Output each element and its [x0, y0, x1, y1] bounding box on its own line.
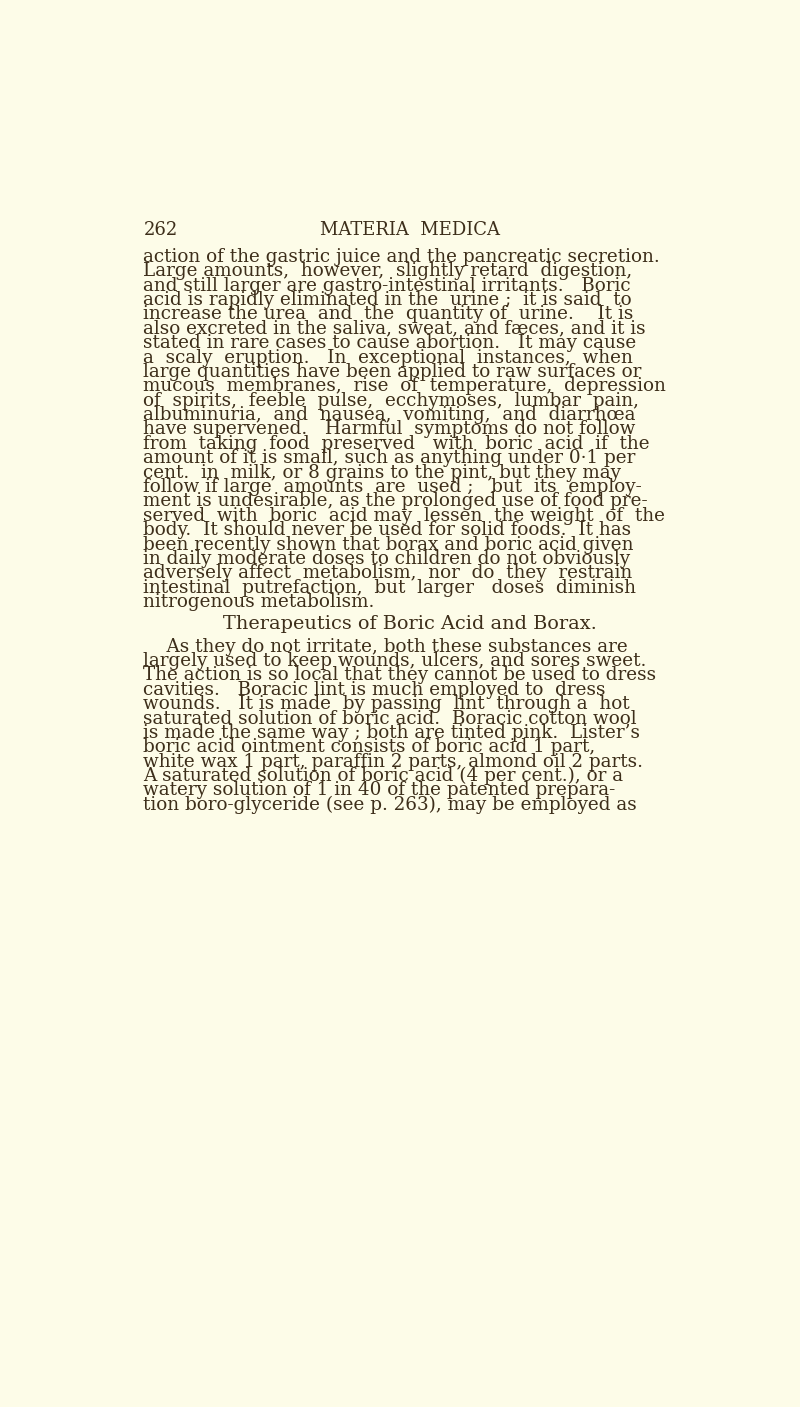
Text: wounds.   It is made  by passing  lint  through a  hot: wounds. It is made by passing lint throu…	[143, 695, 630, 713]
Text: intestinal  putrefaction,  but  larger   doses  diminish: intestinal putrefaction, but larger dose…	[143, 578, 637, 597]
Text: tion boro-glyceride (see p. 263), may be employed as: tion boro-glyceride (see p. 263), may be…	[143, 796, 637, 815]
Text: of  spirits,  feeble  pulse,  ecchymoses,  lumbar  pain,: of spirits, feeble pulse, ecchymoses, lu…	[143, 391, 639, 409]
Text: nitrogenous metabolism.: nitrogenous metabolism.	[143, 592, 374, 611]
Text: boric acid ointment consists of boric acid 1 part,: boric acid ointment consists of boric ac…	[143, 739, 596, 757]
Text: Therapeutics of Boric Acid and Borax.: Therapeutics of Boric Acid and Borax.	[223, 615, 597, 633]
Text: have supervened.   Harmful  symptoms do not follow: have supervened. Harmful symptoms do not…	[143, 421, 636, 439]
Text: mucous  membranes,  rise  of  temperature,  depression: mucous membranes, rise of temperature, d…	[143, 377, 666, 395]
Text: action of the gastric juice and the pancreatic secretion.: action of the gastric juice and the panc…	[143, 248, 660, 266]
Text: body.  It should never be used for solid foods.  It has: body. It should never be used for solid …	[143, 521, 631, 539]
Text: MATERIA  MEDICA: MATERIA MEDICA	[320, 221, 500, 239]
Text: stated in rare cases to cause abortion.   It may cause: stated in rare cases to cause abortion. …	[143, 333, 637, 352]
Text: white wax 1 part, paraffin 2 parts, almond oil 2 parts.: white wax 1 part, paraffin 2 parts, almo…	[143, 753, 643, 771]
Text: amount of it is small, such as anything under 0·1 per: amount of it is small, such as anything …	[143, 449, 636, 467]
Text: adversely affect  metabolism,  nor  do  they  restrain: adversely affect metabolism, nor do they…	[143, 564, 633, 582]
Text: been recently shown that borax and boric acid given: been recently shown that borax and boric…	[143, 536, 634, 553]
Text: follow if large  amounts  are  used ;   but  its  employ-: follow if large amounts are used ; but i…	[143, 478, 642, 497]
Text: 262: 262	[143, 221, 178, 239]
Text: also excreted in the saliva, sweat, and fæces, and it is: also excreted in the saliva, sweat, and …	[143, 319, 646, 338]
Text: A saturated solution of boric acid (4 per cent.), or a: A saturated solution of boric acid (4 pe…	[143, 767, 623, 785]
Text: from  taking  food  preserved   with  boric  acid  if  the: from taking food preserved with boric ac…	[143, 435, 650, 453]
Text: cavities.   Boracic lint is much employed to  dress: cavities. Boracic lint is much employed …	[143, 681, 606, 699]
Text: ment is undesirable, as the prolonged use of food pre-: ment is undesirable, as the prolonged us…	[143, 492, 648, 511]
Text: increase the urea  and  the  quantity of  urine.    It is: increase the urea and the quantity of ur…	[143, 305, 634, 324]
Text: albuminuria,  and  nausea,  vomiting,  and  diarrhœa: albuminuria, and nausea, vomiting, and d…	[143, 407, 636, 424]
Text: watery solution of 1 in 40 of the patented prepara-: watery solution of 1 in 40 of the patent…	[143, 781, 616, 799]
Text: cent.  in  milk, or 8 grains to the pint, but they may: cent. in milk, or 8 grains to the pint, …	[143, 463, 622, 481]
Text: in daily moderate doses to children do not obviously: in daily moderate doses to children do n…	[143, 550, 630, 568]
Text: Large amounts,  however,  slightly retard  digestion,: Large amounts, however, slightly retard …	[143, 262, 633, 280]
Text: The action is so local that they cannot be used to dress: The action is so local that they cannot …	[143, 667, 657, 684]
Text: a  scaly  eruption.   In  exceptional  instances,  when: a scaly eruption. In exceptional instanc…	[143, 349, 634, 367]
Text: acid is rapidly eliminated in the  urine ;  it is said  to: acid is rapidly eliminated in the urine …	[143, 291, 632, 310]
Text: served  with  boric  acid may  lessen  the weight  of  the: served with boric acid may lessen the we…	[143, 507, 666, 525]
Text: As they do not irritate, both these substances are: As they do not irritate, both these subs…	[143, 637, 628, 656]
Text: largely used to keep wounds, ulcers, and sores sweet.: largely used to keep wounds, ulcers, and…	[143, 651, 646, 670]
Text: and still larger are gastro-intestinal irritants.   Boric: and still larger are gastro-intestinal i…	[143, 277, 631, 294]
Text: saturated solution of boric acid.  Boracic cotton wool: saturated solution of boric acid. Boraci…	[143, 709, 637, 727]
Text: large quantities have been applied to raw surfaces or: large quantities have been applied to ra…	[143, 363, 642, 381]
Text: is made the same way ; both are tinted pink.  Lister’s: is made the same way ; both are tinted p…	[143, 725, 640, 741]
